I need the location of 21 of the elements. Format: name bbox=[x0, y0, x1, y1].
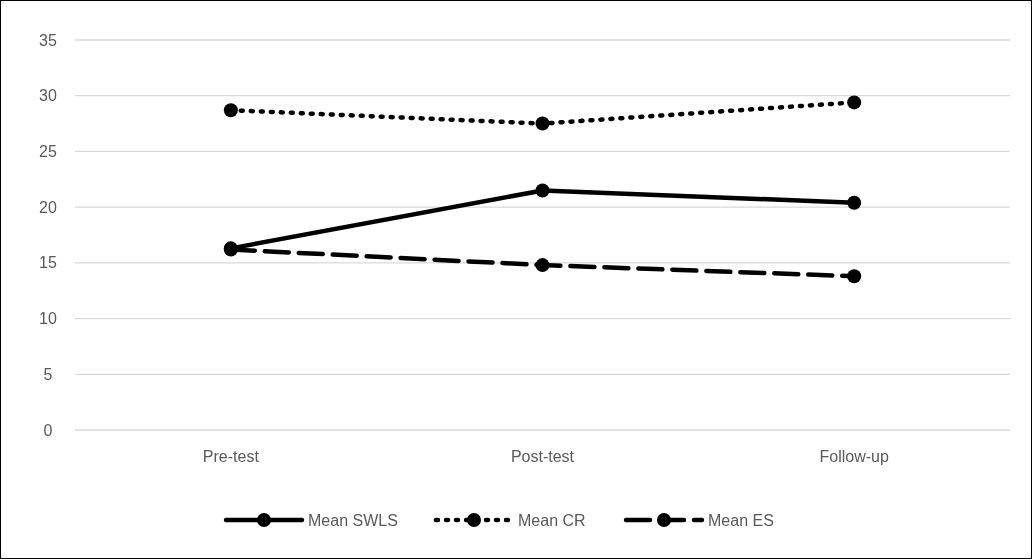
legend-label: Mean SWLS bbox=[308, 511, 398, 529]
y-tick-label: 10 bbox=[39, 310, 57, 328]
y-tick-label: 20 bbox=[39, 198, 57, 216]
x-tick-label: Post-test bbox=[510, 448, 575, 465]
x-tick-label: Follow-up bbox=[819, 448, 889, 465]
y-tick-label: 0 bbox=[43, 421, 53, 439]
y-tick-label: 5 bbox=[43, 365, 53, 383]
y-tick-label: 25 bbox=[39, 143, 57, 161]
point bbox=[847, 195, 862, 210]
legend-label: Mean CR bbox=[518, 511, 586, 529]
y-tick-label: 30 bbox=[39, 87, 57, 105]
y-tick-label: 15 bbox=[39, 254, 57, 272]
legend-label: Mean ES bbox=[708, 511, 774, 529]
point bbox=[847, 269, 862, 284]
point bbox=[847, 95, 862, 110]
point bbox=[535, 183, 550, 198]
point bbox=[223, 103, 238, 118]
point bbox=[535, 258, 550, 273]
y-tick-label: 35 bbox=[39, 31, 57, 49]
point bbox=[535, 116, 550, 131]
x-tick-label: Pre-test bbox=[202, 448, 260, 465]
